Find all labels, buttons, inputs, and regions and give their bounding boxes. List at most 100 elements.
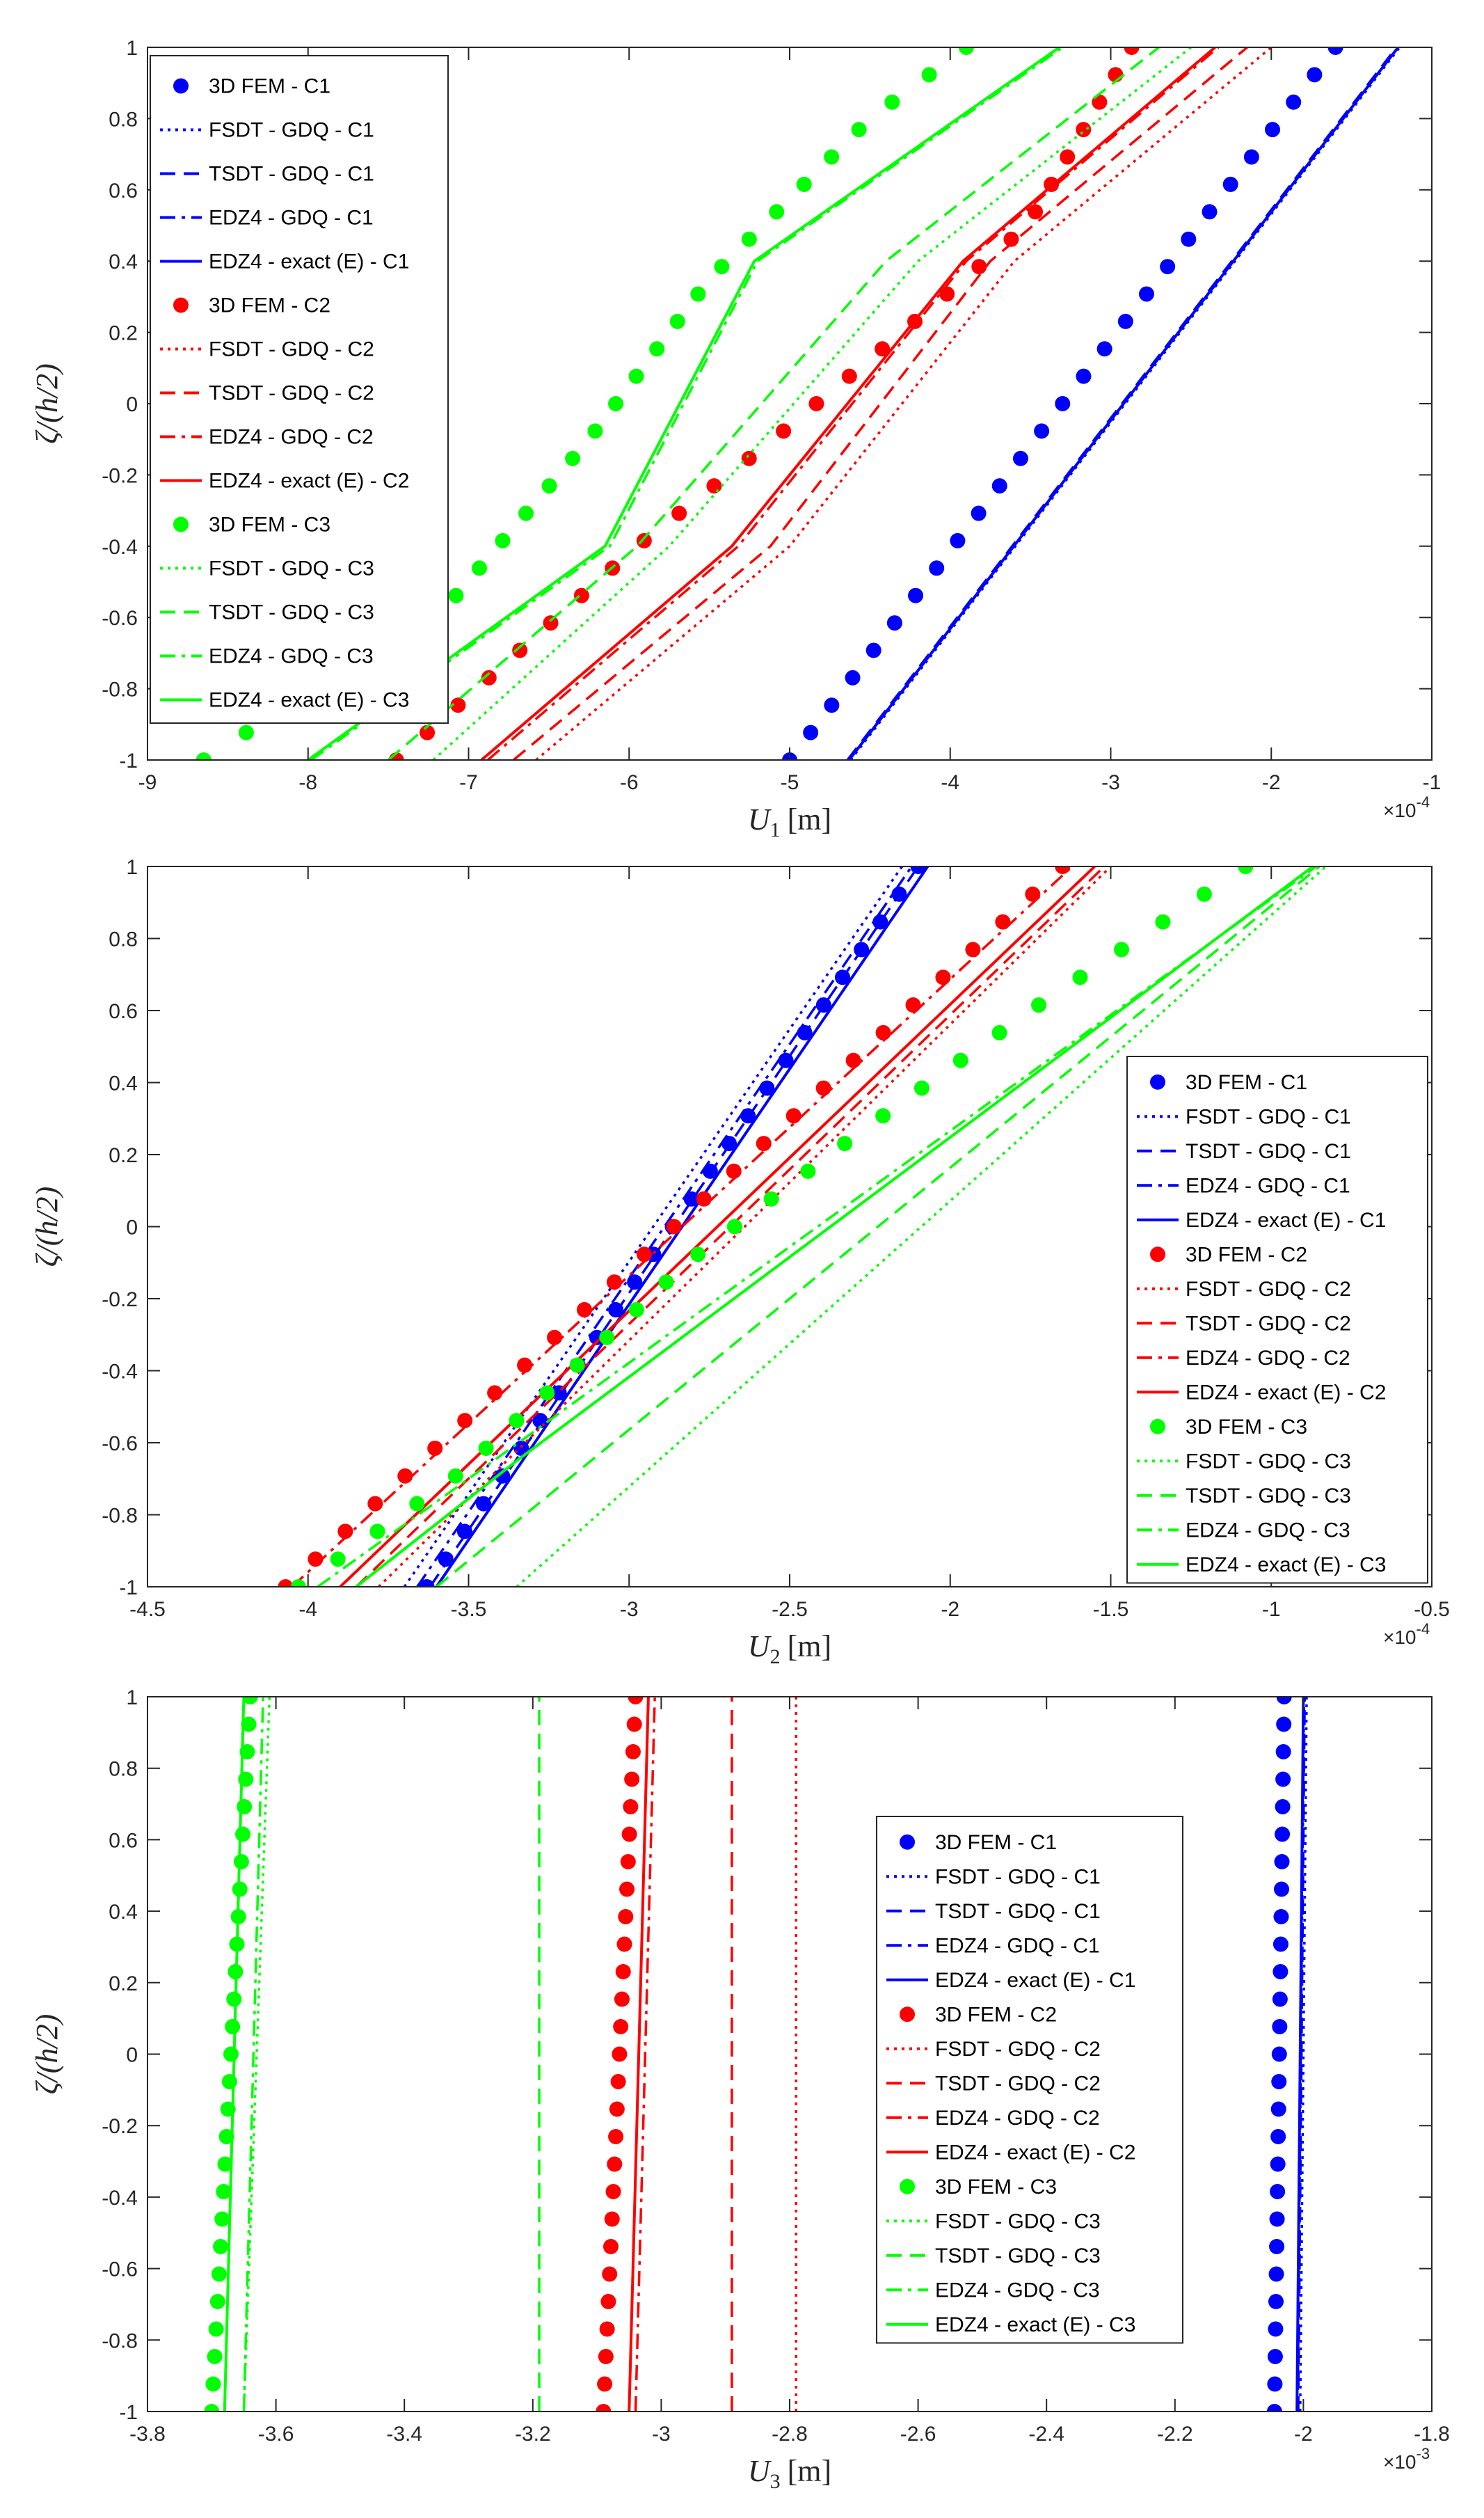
fem-point [613,2019,629,2034]
fem-point [905,997,921,1013]
legend-item: FSDT - GDQ - C1 [160,119,374,142]
fem-point [447,1468,463,1484]
x-tick-label: -7 [459,771,478,794]
chart-3: -3.8 -3.6 -3.4 -3.2 -3 -2.8 -2.6 -2.4 -2.2 -2 -1.8… [30,1686,1450,2493]
legend-item: EDZ4 - exact (E) - C3 [886,2313,1135,2336]
legend-label: TSDT - GDQ - C2 [209,382,374,405]
y-tick-label: -0.2 [102,2115,138,2138]
fem-point [1031,997,1047,1013]
y-tick-label: -0.4 [102,1361,138,1384]
axis-multiplier: ×10-3 [1383,2445,1430,2473]
x-tick-label: -3.2 [515,2423,551,2446]
fem-point [1270,2101,1286,2117]
fem-point [1034,423,1050,439]
y-tick-label: -0.6 [102,2258,138,2281]
legend-item: FSDT - GDQ - C3 [886,2210,1101,2233]
x-tick-label: -8 [298,771,317,794]
legend-label: EDZ4 - exact (E) - C3 [209,689,409,712]
fem-point [1138,286,1154,302]
fem-point [763,1191,779,1207]
fem-point [913,1080,930,1096]
legend-label: EDZ4 - GDQ - C1 [1186,1174,1350,1197]
legend-swatch [900,1834,915,1850]
legend-item: EDZ4 - GDQ - C1 [1137,1174,1350,1197]
series-edz4-exact-e-c3 [307,47,1060,760]
fem-point [218,2129,234,2144]
series-line [634,1697,656,2412]
series-line [435,866,930,1587]
fem-point [1072,969,1088,985]
series-edz4-exact-e-c1 [435,866,930,1587]
fem-point [1267,2349,1283,2364]
x-tick-label: -4 [298,1598,317,1621]
legend-item: TSDT - GDQ - C1 [1137,1140,1351,1163]
fem-point [587,423,603,439]
fem-point [939,286,955,302]
fem-point [785,1108,801,1124]
fem-point [607,2156,623,2172]
fem-point [216,2184,232,2199]
fem-point [958,47,974,55]
fem-point [237,1799,253,1814]
series-edz4-gdq-c3 [317,866,1317,1587]
fem-point [952,1052,968,1068]
fem-point [616,1936,632,1952]
legend-swatch [1150,1418,1165,1434]
fem-point [1155,914,1171,930]
fem-point [610,2074,626,2089]
fem-point [935,969,951,985]
legend-item: FSDT - GDQ - C3 [160,557,374,580]
fem-point [800,1163,816,1179]
legend-item: EDZ4 - GDQ - C3 [160,645,374,668]
y-tick-label: -1 [119,2401,138,2424]
x-tick-label: -1 [1262,1598,1281,1621]
series-line [355,866,1314,1587]
fem-point [624,1771,640,1787]
fem-point [606,1274,622,1290]
legend-item: FSDT - GDQ - C1 [886,1865,1101,1888]
x-tick-label: -3.8 [129,2423,166,2446]
fem-point [1307,67,1323,83]
fem-point [471,560,487,576]
fem-point [1271,2046,1287,2062]
y-tick-label: 0.4 [109,1901,138,1924]
legend-item: EDZ4 - exact (E) - C1 [160,251,409,274]
fem-point [824,149,840,165]
legend: 3D FEM - C1 FSDT - GDQ - C1 TSDT - GDQ - C… [876,1816,1183,2344]
fem-point [621,1826,637,1842]
fem-point [420,724,436,741]
fem-point [1270,2129,1286,2144]
y-tick-label: 0.2 [109,1144,138,1167]
fem-point [1196,886,1212,902]
fem-point [1269,2211,1285,2227]
legend-swatch [1150,1246,1165,1262]
series-edz4-exact-e-c1 [847,47,1400,760]
legend-item: 3D FEM - C3 [900,2176,1057,2199]
legend-item: TSDT - GDQ - C3 [886,2244,1101,2267]
fem-point [543,615,559,631]
fem-point [796,176,812,192]
fem-point [1265,122,1281,138]
x-tick-label: -2.8 [772,2423,808,2446]
y-tick-label: 0 [126,393,138,416]
legend-label: EDZ4 - GDQ - C3 [209,645,374,668]
legend-label: TSDT - GDQ - C1 [1186,1140,1351,1163]
fem-point [865,642,881,658]
fem-point [614,1991,630,2007]
y-tick-label: 1 [126,856,138,879]
legend-item: EDZ4 - exact (E) - C2 [160,470,409,493]
fem-point [1270,2184,1286,2199]
legend-label: EDZ4 - GDQ - C3 [935,2279,1100,2302]
series-line [387,47,1160,760]
axis-multiplier: ×10-4 [1383,1620,1430,1648]
fem-point [658,1274,674,1290]
y-tick-label: 0.6 [109,1000,138,1023]
fem-point [603,2239,619,2254]
fem-point [242,1697,258,1704]
x-axis-label: U3 [m] [748,2454,831,2493]
legend-item: 3D FEM - C2 [1150,1243,1307,1266]
fem-point [625,1744,641,1759]
fem-point [456,1523,472,1539]
fem-point [475,1496,491,1512]
series-tsdt-gdq-c3 [436,866,1321,1587]
